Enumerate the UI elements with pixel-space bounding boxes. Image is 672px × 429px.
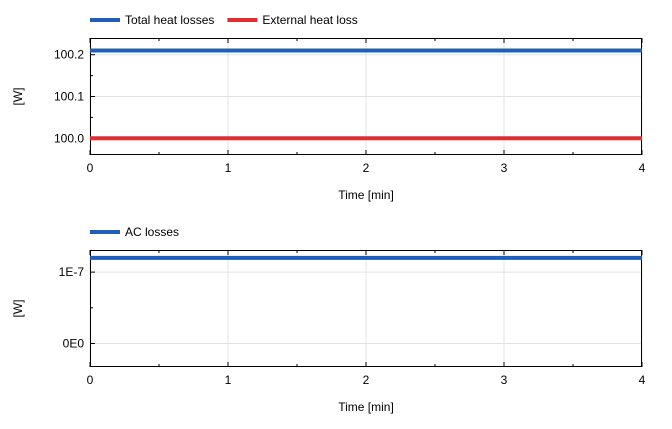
- x-tick-label: 4: [639, 161, 646, 175]
- chart-panel-2: 0 1 2 3 4 0E0 1E-7 AC losses Time [min] [W]: [11, 225, 646, 414]
- x-tick-label: 3: [501, 373, 508, 387]
- x-tick-label: 1: [225, 161, 232, 175]
- x-tick-label: 2: [363, 373, 370, 387]
- x-tick-label: 2: [363, 161, 370, 175]
- x-tick-label: 4: [639, 373, 646, 387]
- y-tick-label: 100.0: [54, 131, 84, 145]
- chart-panel-1: 0 1 2 3 4 100.0 100.1 100.2 Total heat losses Ext…: [11, 13, 646, 202]
- y-tick-label: 1E-7: [59, 265, 85, 279]
- legend-item-2: External heat loss: [227, 13, 358, 27]
- legend-label: AC losses: [125, 225, 179, 239]
- legend-label: External heat loss: [262, 13, 357, 27]
- legend-item-1: AC losses: [90, 225, 179, 239]
- y-tick-label: 0E0: [63, 336, 85, 350]
- legend-item-1: Total heat losses: [90, 13, 214, 27]
- x-tick-label: 1: [225, 373, 232, 387]
- y-axis-title: [W]: [11, 88, 25, 106]
- x-axis-title: Time [min]: [338, 400, 394, 414]
- x-axis-title: Time [min]: [338, 188, 394, 202]
- y-axis-title: [W]: [11, 300, 25, 318]
- x-tick-label: 3: [501, 161, 508, 175]
- x-tick-label: 0: [87, 161, 94, 175]
- x-tick-label: 0: [87, 373, 94, 387]
- y-tick-label: 100.1: [54, 90, 84, 104]
- y-tick-label: 100.2: [54, 48, 84, 62]
- legend-label: Total heat losses: [125, 13, 214, 27]
